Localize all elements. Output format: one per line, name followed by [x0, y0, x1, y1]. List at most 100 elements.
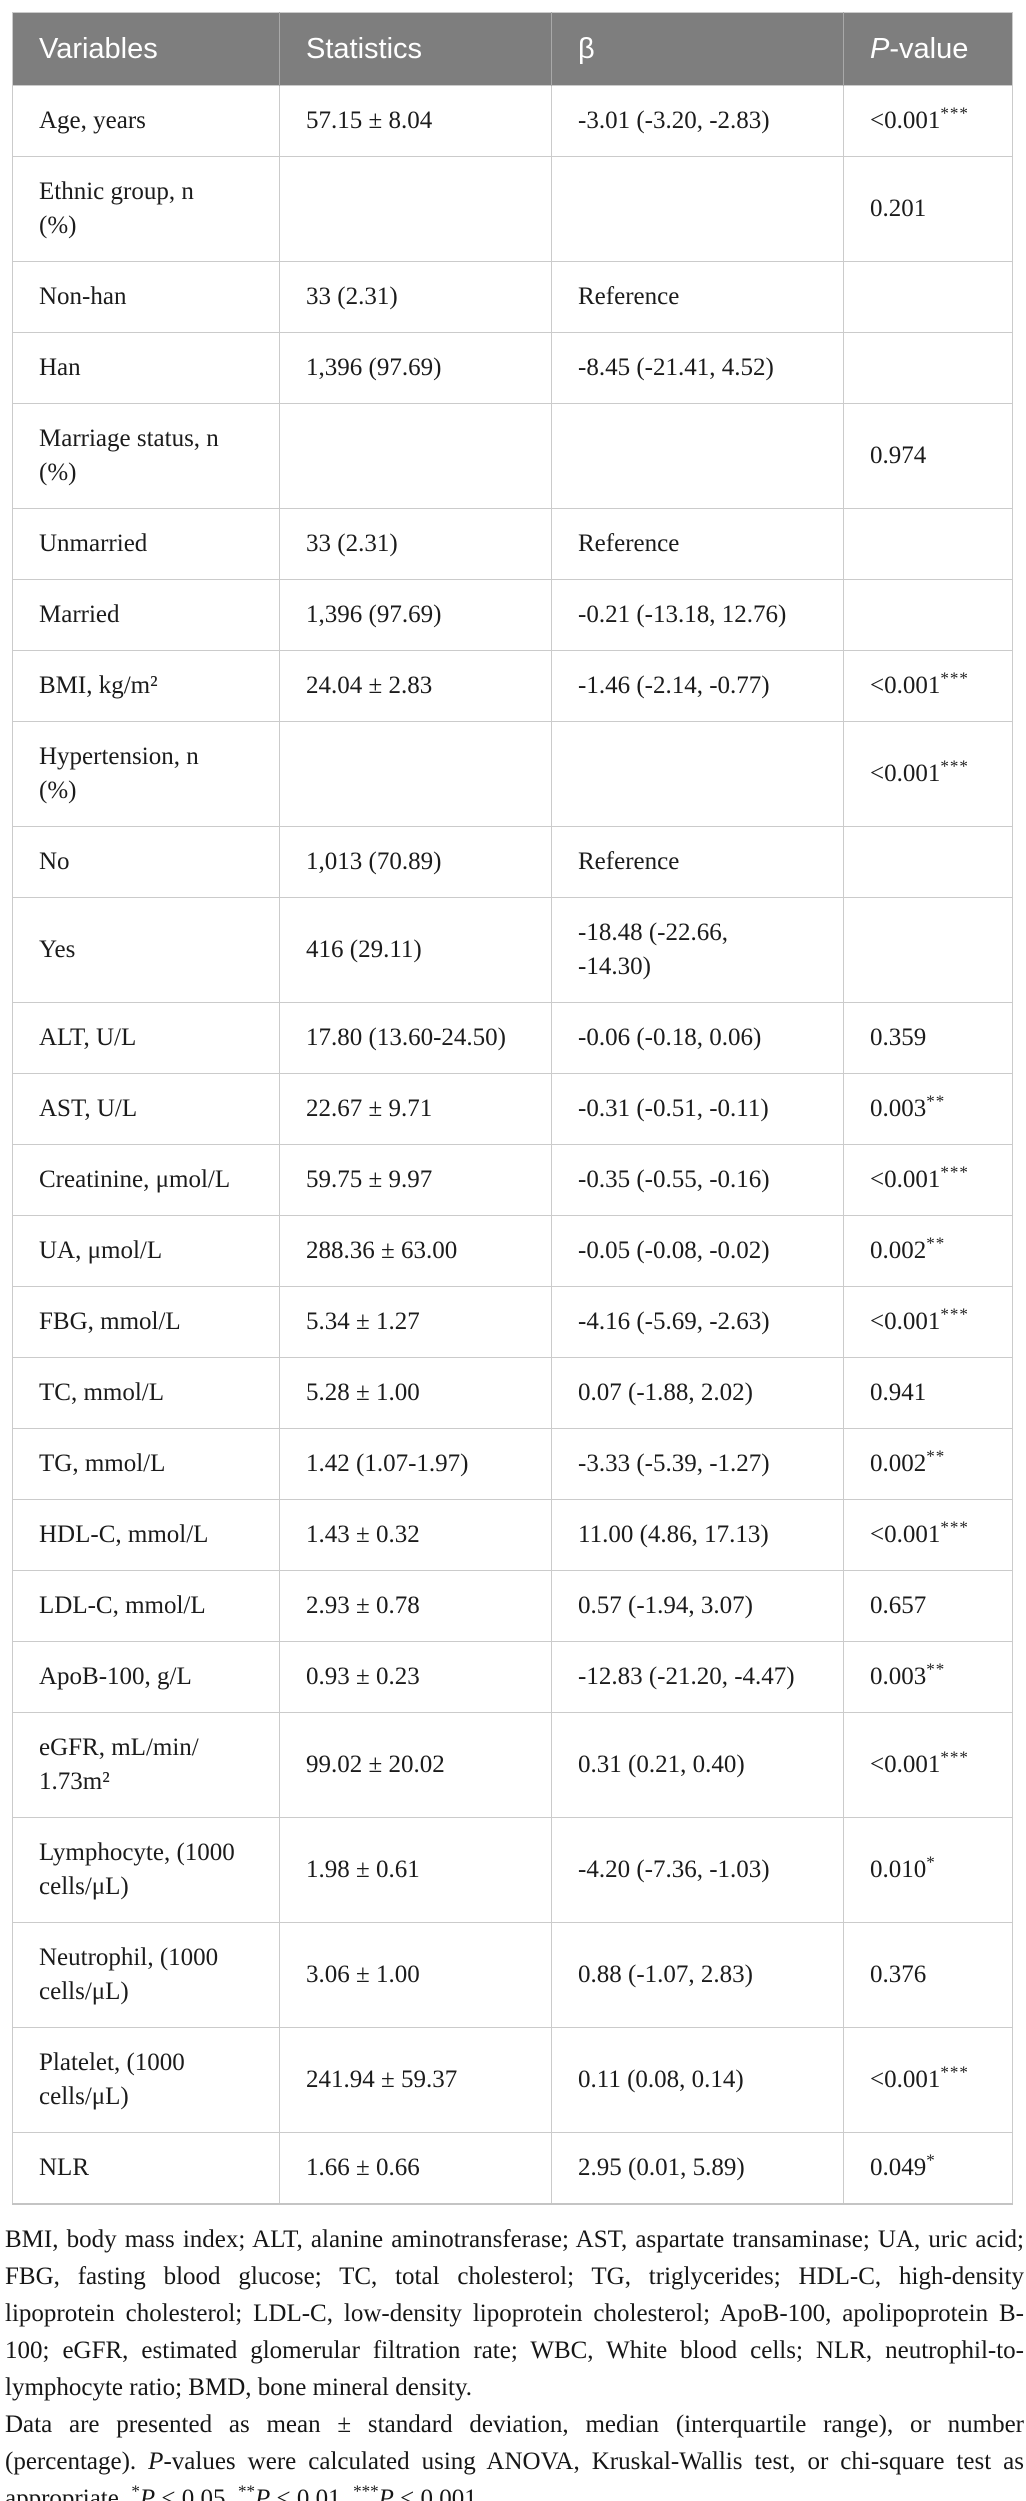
variable-cell: TC, mmol/L [12, 1357, 280, 1429]
statistics-cell: 22.67 ± 9.71 [279, 1073, 552, 1145]
p-value-cell: <0.001*** [843, 721, 1013, 827]
significance-stars: ** [926, 1233, 946, 1253]
statistics-cell: 1,013 (70.89) [279, 826, 552, 898]
significance-stars: *** [940, 1162, 969, 1182]
table-row: Marriage status, n (%) 0.974 [12, 403, 1013, 509]
statistics-cell: 33 (2.31) [279, 261, 552, 333]
p-value-cell [843, 826, 1013, 898]
significance-stars: *** [940, 756, 969, 776]
significance-stars: ** [926, 1659, 946, 1679]
variable-cell: Unmarried [12, 508, 280, 580]
variable-cell: HDL-C, mmol/L [12, 1499, 280, 1571]
statistics-cell: 3.06 ± 1.00 [279, 1922, 552, 2028]
beta-cell: 2.95 (0.01, 5.89) [551, 2132, 844, 2205]
variable-cell: Married [12, 579, 280, 651]
statistics-cell: 1,396 (97.69) [279, 579, 552, 651]
statistics-cell [279, 403, 552, 509]
p-value-cell [843, 897, 1013, 1003]
note-text: < 0.001. [393, 2485, 484, 2501]
beta-cell: -0.35 (-0.55, -0.16) [551, 1144, 844, 1216]
statistics-cell: 33 (2.31) [279, 508, 552, 580]
p-value-cell [843, 508, 1013, 580]
statistics-cell: 1.98 ± 0.61 [279, 1817, 552, 1923]
beta-cell: 0.88 (-1.07, 2.83) [551, 1922, 844, 2028]
p-value-cell: 0.201 [843, 156, 1013, 262]
table-row: No 1,013 (70.89) Reference [12, 826, 1013, 898]
table-row: ApoB-100, g/L 0.93 ± 0.23 -12.83 (-21.20, … [12, 1641, 1013, 1713]
statistics-cell: 5.34 ± 1.27 [279, 1286, 552, 1358]
table-row: Han 1,396 (97.69) -8.45 (-21.41, 4.52) [12, 332, 1013, 404]
beta-cell: -1.46 (-2.14, -0.77) [551, 650, 844, 722]
p-value-text: 0.201 [870, 195, 927, 222]
statistics-note: Data are presented as mean ± standard de… [5, 2406, 1024, 2501]
p-value-text: <0.001 [870, 1521, 941, 1548]
p-italic: P [870, 32, 890, 65]
p-value-cell: <0.001*** [843, 1499, 1013, 1571]
p-value-cell [843, 332, 1013, 404]
note-text: < 0.05, [155, 2485, 238, 2501]
table-footnote: BMI, body mass index; ALT, alanine amino… [5, 2221, 1024, 2501]
p-value-text: 0.002 [870, 1450, 927, 1477]
table-row: UA, μmol/L 288.36 ± 63.00 -0.05 (-0.08, -0… [12, 1215, 1013, 1287]
statistics-cell: 5.28 ± 1.00 [279, 1357, 552, 1429]
regression-statistics-table: Variables Statistics β P-value Age, year… [12, 12, 1013, 2205]
p-value-cell: 0.376 [843, 1922, 1013, 2028]
p-value-text: 0.376 [870, 1961, 927, 1988]
table-row: Age, years 57.15 ± 8.04 -3.01 (-3.20, -2.8… [12, 85, 1013, 157]
variable-cell: eGFR, mL/min/ 1.73m² [12, 1712, 280, 1818]
beta-cell: 0.57 (-1.94, 3.07) [551, 1570, 844, 1642]
p-value-text: 0.049 [870, 2154, 927, 2181]
p-italic: P [139, 2485, 156, 2501]
table-row: FBG, mmol/L 5.34 ± 1.27 -4.16 (-5.69, -2.6… [12, 1286, 1013, 1358]
beta-cell: 11.00 (4.86, 17.13) [551, 1499, 844, 1571]
statistics-cell: 99.02 ± 20.02 [279, 1712, 552, 1818]
p-value-cell: <0.001*** [843, 650, 1013, 722]
p-value-cell: <0.001*** [843, 85, 1013, 157]
variable-cell: AST, U/L [12, 1073, 280, 1145]
beta-cell [551, 156, 844, 262]
variable-cell: Creatinine, μmol/L [12, 1144, 280, 1216]
statistics-cell: 1.66 ± 0.66 [279, 2132, 552, 2205]
statistics-cell: 288.36 ± 63.00 [279, 1215, 552, 1287]
note-text: -values were calculated using ANOVA, Kru… [5, 2448, 1024, 2501]
variable-cell: No [12, 826, 280, 898]
variable-cell: Hypertension, n (%) [12, 721, 280, 827]
p-value-text: <0.001 [870, 2066, 941, 2093]
significance-stars: *** [940, 1304, 969, 1324]
table-header-row: Variables Statistics β P-value [12, 12, 1013, 86]
p-value-text: <0.001 [870, 760, 941, 787]
p-value-cell: 0.941 [843, 1357, 1013, 1429]
p-value-cell: <0.001*** [843, 2027, 1013, 2133]
significance-stars: ** [926, 1091, 946, 1111]
p-value-cell [843, 579, 1013, 651]
significance-stars: ** [237, 2481, 255, 2501]
table-row: BMI, kg/m² 24.04 ± 2.83 -1.46 (-2.14, -0.7… [12, 650, 1013, 722]
beta-cell: Reference [551, 261, 844, 333]
table-row: Married 1,396 (97.69) -0.21 (-13.18, 12.76… [12, 579, 1013, 651]
variable-cell: ApoB-100, g/L [12, 1641, 280, 1713]
statistics-cell: 17.80 (13.60-24.50) [279, 1002, 552, 1074]
statistics-cell: 416 (29.11) [279, 897, 552, 1003]
table-row: AST, U/L 22.67 ± 9.71 -0.31 (-0.51, -0.11)… [12, 1073, 1013, 1145]
table-row: ALT, U/L 17.80 (13.60-24.50) -0.06 (-0.18,… [12, 1002, 1013, 1074]
abbreviations-note: BMI, body mass index; ALT, alanine amino… [5, 2226, 1024, 2401]
p-value-cell: 0.049* [843, 2132, 1013, 2205]
statistics-cell: 59.75 ± 9.97 [279, 1144, 552, 1216]
variable-cell: NLR [12, 2132, 280, 2205]
beta-cell: 0.11 (0.08, 0.14) [551, 2027, 844, 2133]
beta-cell: Reference [551, 508, 844, 580]
p-value-cell: 0.657 [843, 1570, 1013, 1642]
variable-cell: Platelet, (1000 cells/μL) [12, 2027, 280, 2133]
variable-cell: FBG, mmol/L [12, 1286, 280, 1358]
p-value-text: 0.941 [870, 1379, 927, 1406]
significance-stars: *** [940, 1517, 969, 1537]
significance-stars: * [926, 2150, 936, 2170]
table-row: LDL-C, mmol/L 2.93 ± 0.78 0.57 (-1.94, 3.0… [12, 1570, 1013, 1642]
p-value-text: <0.001 [870, 1751, 941, 1778]
table-row: eGFR, mL/min/ 1.73m² 99.02 ± 20.02 0.31 (0… [12, 1712, 1013, 1818]
p-value-text: 0.002 [870, 1237, 927, 1264]
p-value-text: <0.001 [870, 1166, 941, 1193]
significance-stars: ** [926, 1446, 946, 1466]
table-row: Lymphocyte, (1000 cells/μL) 1.98 ± 0.61 -4… [12, 1817, 1013, 1923]
table-row: Unmarried 33 (2.31) Reference [12, 508, 1013, 580]
